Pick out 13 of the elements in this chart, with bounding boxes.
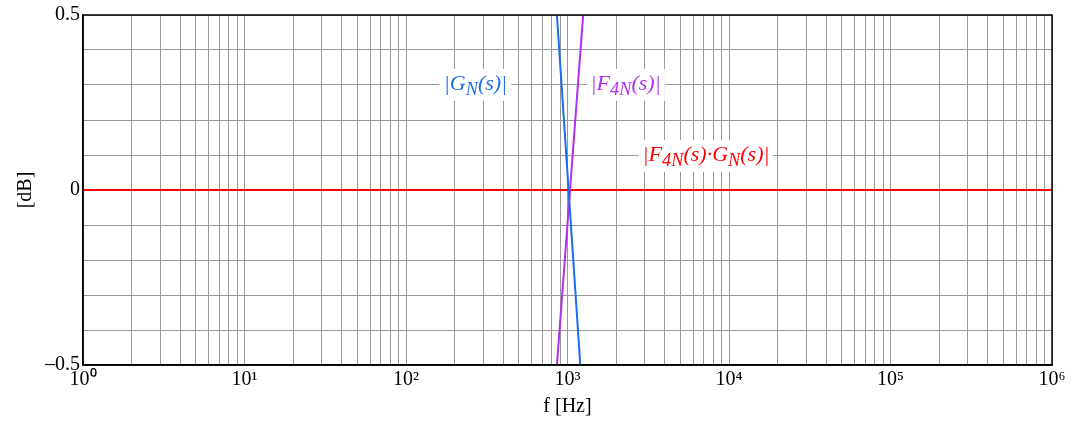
x-tick-label: 10¹	[231, 367, 258, 390]
x-axis-title: f [Hz]	[543, 394, 592, 417]
text: |G$_{N}$(s)|	[439, 68, 512, 102]
x-tick-label: 10⁴	[715, 367, 743, 390]
y-axis-title: [dB]	[13, 171, 36, 209]
x-tick-label: 10²	[393, 367, 419, 390]
series-label: |F$_{4N}$(s)·G$_{N}$(s)|	[638, 139, 774, 173]
y-tick-label: 0.5	[55, 2, 80, 25]
x-tick-label: 10⁶	[1038, 367, 1066, 390]
x-tick-label: 10³	[554, 367, 581, 390]
y-tick-label: 0	[70, 177, 80, 200]
x-tick-label: 10⁵	[877, 367, 904, 390]
series-label: |F$_{4N}$(s)|	[586, 68, 665, 102]
